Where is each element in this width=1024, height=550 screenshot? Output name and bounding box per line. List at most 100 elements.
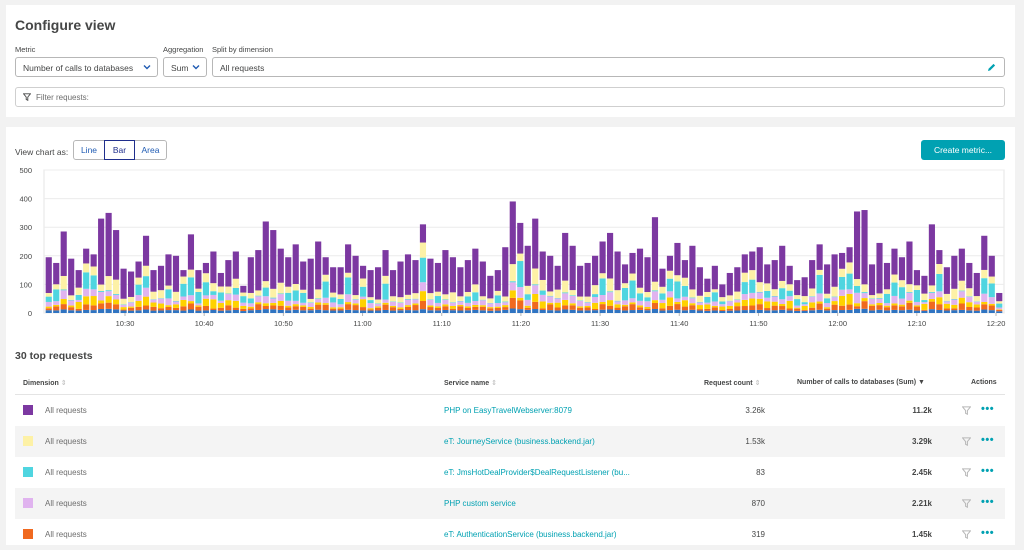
bar-segment[interactable] (233, 308, 239, 310)
bar-segment[interactable] (46, 297, 52, 302)
bar-segment[interactable] (46, 257, 52, 293)
bar-segment[interactable] (233, 279, 239, 288)
bar-segment[interactable] (734, 306, 740, 310)
bar-segment[interactable] (704, 304, 710, 308)
bar-segment[interactable] (772, 302, 778, 306)
bar-segment[interactable] (614, 301, 620, 302)
bar-segment[interactable] (53, 263, 59, 284)
bar-segment[interactable] (195, 307, 201, 311)
bar-segment[interactable] (674, 304, 680, 310)
filter-requests-input[interactable]: Filter requests: (15, 87, 1005, 107)
bar-segment[interactable] (682, 307, 688, 311)
bar-segment[interactable] (113, 295, 119, 300)
bar-segment[interactable] (540, 291, 546, 295)
bar-segment[interactable] (106, 291, 112, 296)
bar-segment[interactable] (749, 280, 755, 293)
bar-segment[interactable] (225, 300, 231, 305)
bar-segment[interactable] (876, 305, 882, 310)
bar-segment[interactable] (106, 303, 112, 309)
bar-segment[interactable] (300, 305, 306, 307)
bar-segment[interactable] (233, 288, 239, 295)
request-count-header[interactable]: Request count ⇕ (704, 379, 760, 387)
bar-segment[interactable] (390, 302, 396, 306)
bar-segment[interactable] (83, 304, 89, 310)
bar-segment[interactable] (143, 297, 149, 306)
bar-segment[interactable] (637, 293, 643, 301)
bar-segment[interactable] (330, 293, 336, 298)
bar-segment[interactable] (652, 282, 658, 291)
bar-segment[interactable] (323, 310, 329, 313)
bar-segment[interactable] (368, 270, 374, 297)
bar-segment[interactable] (854, 293, 860, 303)
bar-segment[interactable] (742, 282, 748, 294)
bar-segment[interactable] (248, 298, 254, 303)
bar-segment[interactable] (98, 219, 104, 285)
bar-segment[interactable] (861, 298, 867, 301)
bar-segment[interactable] (353, 305, 359, 310)
bar-segment[interactable] (195, 289, 201, 292)
bar-segment[interactable] (779, 304, 785, 306)
bar-segment[interactable] (405, 305, 411, 307)
bar-segment[interactable] (570, 290, 576, 295)
bar-segment[interactable] (951, 256, 957, 289)
bar-segment[interactable] (158, 304, 164, 309)
bar-segment[interactable] (809, 260, 815, 288)
bar-segment[interactable] (974, 311, 980, 313)
bar-segment[interactable] (727, 295, 733, 300)
bar-segment[interactable] (278, 301, 284, 306)
bar-segment[interactable] (667, 310, 673, 313)
bar-segment[interactable] (891, 305, 897, 310)
bar-segment[interactable] (966, 288, 972, 296)
bar-segment[interactable] (622, 300, 628, 304)
bar-segment[interactable] (682, 260, 688, 278)
filter-icon[interactable] (962, 530, 971, 539)
bar-segment[interactable] (787, 301, 793, 309)
bar-segment[interactable] (809, 302, 815, 307)
bar-segment[interactable] (83, 310, 89, 313)
bar-segment[interactable] (300, 307, 306, 310)
bar-segment[interactable] (502, 296, 508, 301)
bar-segment[interactable] (173, 301, 179, 302)
bar-segment[interactable] (285, 301, 291, 306)
bar-segment[interactable] (353, 300, 359, 304)
bar-segment[interactable] (742, 273, 748, 282)
bar-segment[interactable] (180, 306, 186, 310)
bar-segment[interactable] (427, 310, 433, 313)
bar-segment[interactable] (368, 308, 374, 309)
bar-segment[interactable] (704, 297, 710, 303)
bar-segment[interactable] (996, 310, 1002, 311)
bar-segment[interactable] (936, 274, 942, 291)
bar-segment[interactable] (285, 307, 291, 310)
bar-segment[interactable] (682, 278, 688, 286)
bar-segment[interactable] (165, 286, 171, 290)
bar-segment[interactable] (899, 305, 905, 307)
bar-segment[interactable] (600, 310, 606, 313)
service-name-link[interactable]: eT: JmsHotDealProvider$DealRequestListen… (444, 468, 630, 477)
bar-segment[interactable] (495, 291, 501, 295)
bar-segment[interactable] (734, 310, 740, 313)
bar-segment[interactable] (390, 270, 396, 296)
bar-segment[interactable] (899, 287, 905, 298)
bar-segment[interactable] (180, 277, 186, 284)
bar-segment[interactable] (225, 294, 231, 300)
bar-segment[interactable] (644, 257, 650, 292)
bar-segment[interactable] (397, 307, 403, 309)
bar-segment[interactable] (809, 296, 815, 297)
bar-segment[interactable] (293, 310, 299, 313)
bar-segment[interactable] (61, 304, 67, 309)
bar-segment[interactable] (240, 293, 246, 297)
bar-segment[interactable] (884, 303, 890, 306)
bar-segment[interactable] (936, 297, 942, 304)
bar-segment[interactable] (128, 307, 134, 308)
bar-segment[interactable] (794, 295, 800, 299)
bar-segment[interactable] (465, 292, 471, 296)
bar-segment[interactable] (637, 301, 643, 305)
bar-segment[interactable] (914, 307, 920, 311)
bar-segment[interactable] (495, 270, 501, 291)
bar-segment[interactable] (772, 297, 778, 302)
bar-segment[interactable] (68, 306, 74, 308)
bar-segment[interactable] (83, 272, 89, 288)
bar-segment[interactable] (832, 254, 838, 286)
bar-segment[interactable] (397, 303, 403, 308)
bar-segment[interactable] (495, 311, 501, 313)
